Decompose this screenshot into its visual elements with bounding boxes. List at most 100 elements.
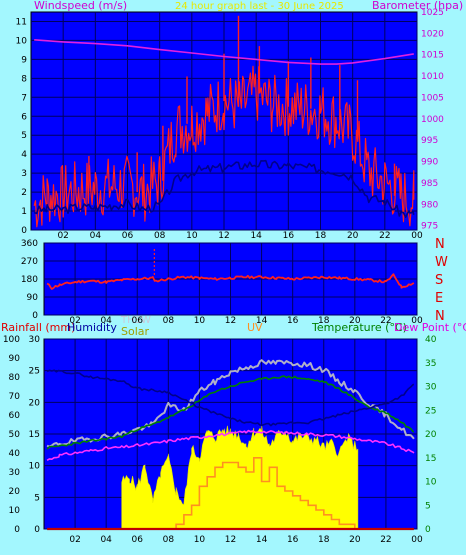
temperature-y-tick-label: 25 bbox=[425, 406, 436, 416]
series-layer bbox=[33, 15, 415, 531]
rainfall-y-tick-label: 15 bbox=[29, 430, 40, 440]
avg-windspeed-line bbox=[33, 159, 415, 218]
rainfall-y-tick-label: 10 bbox=[29, 462, 41, 472]
dir-x-tick-label: 08 bbox=[163, 316, 175, 326]
humidity-y-tick-label: 50 bbox=[9, 430, 21, 440]
barometer-y-tick-label: 995 bbox=[421, 136, 438, 146]
wx-x-tick-label: 12 bbox=[225, 535, 236, 545]
wx-x-tick-label: 08 bbox=[163, 535, 175, 545]
temperature-line bbox=[46, 375, 414, 450]
humidity-y-tick-label: 0 bbox=[14, 525, 20, 535]
wind-y-tick-label: 8 bbox=[21, 74, 27, 84]
temperature-y-tick-label: 40 bbox=[425, 335, 437, 345]
wind-y-tick-label: 3 bbox=[21, 169, 27, 179]
humidity-axis-title: Humidity bbox=[67, 321, 117, 334]
solar-legend-label: Solar bbox=[121, 325, 150, 338]
dir-x-tick-label: 18 bbox=[318, 316, 330, 326]
wind-y-tick-label: 5 bbox=[21, 131, 27, 141]
temperature-y-tick-label: 35 bbox=[425, 359, 436, 369]
barometer-y-tick-label: 985 bbox=[421, 179, 438, 189]
wx-x-tick-label: 00 bbox=[411, 535, 423, 545]
wind-x-tick-label: 18 bbox=[315, 231, 327, 241]
barometer-y-tick-label: 975 bbox=[421, 222, 438, 232]
direction-y-tick-label: 180 bbox=[21, 275, 38, 285]
temperature-y-tick-label: 5 bbox=[425, 501, 431, 511]
wind-x-tick-label: 20 bbox=[347, 231, 359, 241]
wind-y-tick-label: 1 bbox=[21, 207, 27, 217]
wind-y-tick-label: 6 bbox=[21, 112, 27, 122]
wind-y-tick-label: 4 bbox=[21, 150, 27, 160]
thsw-line bbox=[46, 359, 415, 448]
wind-x-tick-label: 16 bbox=[283, 231, 295, 241]
compass-label: W bbox=[435, 255, 448, 270]
barometer-y-tick-label: 1000 bbox=[421, 115, 444, 125]
wind-y-tick-label: 9 bbox=[21, 55, 27, 65]
wind-x-tick-label: 04 bbox=[90, 231, 102, 241]
temperature-axis-title: Temperature (°C) bbox=[311, 321, 407, 334]
wind-x-tick-label: 12 bbox=[218, 231, 229, 241]
dir-x-tick-label: 20 bbox=[349, 316, 361, 326]
wind-y-tick-label: 11 bbox=[16, 17, 27, 27]
barometer-axis-title: Barometer (hpa) bbox=[372, 0, 463, 12]
wind-direction-line bbox=[46, 273, 415, 290]
wx-x-tick-label: 06 bbox=[132, 535, 144, 545]
temperature-y-tick-label: 15 bbox=[425, 454, 436, 464]
rainfall-y-tick-label: 5 bbox=[34, 493, 40, 503]
wind-y-tick-label: 0 bbox=[21, 226, 27, 236]
dir-x-tick-label: 14 bbox=[256, 316, 268, 326]
wind-x-tick-label: 08 bbox=[154, 231, 166, 241]
dir-x-tick-label: 12 bbox=[225, 316, 236, 326]
barometer-y-tick-label: 1010 bbox=[421, 72, 444, 82]
barometer-y-tick-label: 1005 bbox=[421, 93, 444, 103]
wx-x-tick-label: 14 bbox=[256, 535, 268, 545]
barometer-y-tick-label: 980 bbox=[421, 200, 438, 210]
solar-area bbox=[121, 424, 359, 530]
dir-x-tick-label: 10 bbox=[194, 316, 206, 326]
rainfall-y-tick-label: 0 bbox=[34, 525, 40, 535]
thsw-legend-label: THSW bbox=[120, 315, 151, 326]
wind-x-tick-label: 10 bbox=[186, 231, 198, 241]
dewpoint-line bbox=[46, 429, 415, 461]
dir-x-tick-label: 16 bbox=[287, 316, 299, 326]
rainfall-y-tick-label: 20 bbox=[29, 398, 41, 408]
dir-x-tick-label: 00 bbox=[411, 316, 423, 326]
compass-label: E bbox=[435, 291, 443, 306]
barometer-line bbox=[34, 39, 414, 65]
humidity-y-tick-label: 70 bbox=[9, 392, 21, 402]
humidity-y-tick-label: 40 bbox=[9, 449, 21, 459]
wind-y-tick-label: 7 bbox=[21, 93, 27, 103]
compass-label: N bbox=[435, 309, 445, 324]
humidity-y-tick-label: 80 bbox=[9, 373, 21, 383]
compass-label: N bbox=[435, 237, 445, 252]
wx-x-tick-label: 02 bbox=[69, 535, 80, 545]
wind-y-tick-label: 10 bbox=[16, 36, 28, 46]
barometer-y-tick-label: 1025 bbox=[421, 8, 444, 18]
wind-x-tick-label: 06 bbox=[122, 231, 134, 241]
wx-x-tick-label: 04 bbox=[100, 535, 112, 545]
rainfall-axis-title: Rainfall (mm) bbox=[1, 321, 75, 334]
temperature-y-tick-label: 30 bbox=[425, 383, 437, 393]
dir-x-tick-label: 06 bbox=[132, 316, 144, 326]
wx-x-tick-label: 18 bbox=[318, 535, 330, 545]
uv-line bbox=[168, 456, 356, 530]
wind-y-tick-label: 2 bbox=[21, 188, 27, 198]
rainfall-y-tick-label: 30 bbox=[29, 335, 41, 345]
direction-y-tick-label: 90 bbox=[27, 293, 39, 303]
direction-y-tick-label: 0 bbox=[32, 311, 38, 321]
humidity-y-tick-label: 30 bbox=[9, 468, 21, 478]
humidity-line bbox=[46, 369, 414, 427]
barometer-y-tick-label: 1015 bbox=[421, 51, 444, 61]
wind-x-tick-label: 00 bbox=[411, 231, 423, 241]
humidity-y-tick-label: 100 bbox=[3, 335, 20, 345]
dir-x-tick-label: 04 bbox=[100, 316, 112, 326]
compass-label: S bbox=[435, 273, 443, 288]
humidity-y-tick-label: 60 bbox=[9, 411, 21, 421]
rainfall-y-tick-label: 25 bbox=[29, 367, 40, 377]
dewpoint-axis-title: Dew Point (°C) bbox=[394, 321, 466, 334]
barometer-y-tick-label: 1020 bbox=[421, 29, 444, 39]
windspeed-line bbox=[33, 65, 415, 228]
wx-x-tick-label: 20 bbox=[349, 535, 361, 545]
